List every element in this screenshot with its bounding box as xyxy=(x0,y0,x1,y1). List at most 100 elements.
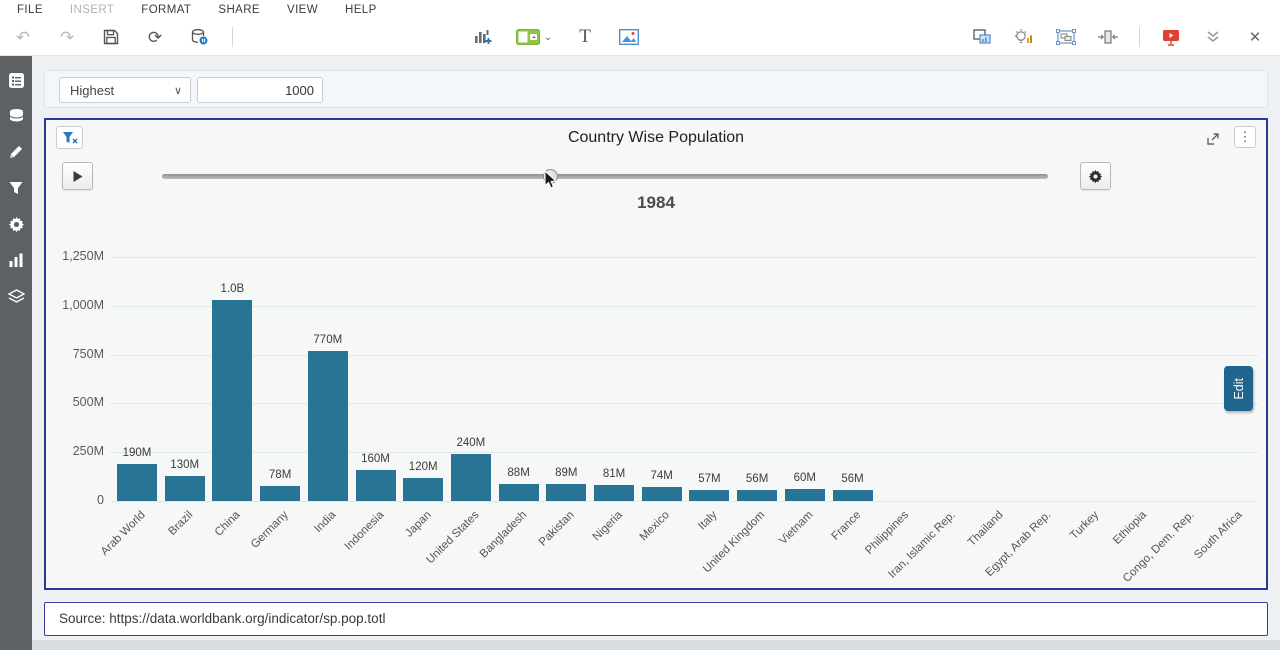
x-category-label: China xyxy=(213,509,243,539)
y-tick-label: 1,250M xyxy=(62,249,104,263)
x-category-label: Mexico xyxy=(637,509,673,544)
undo-icon: ↶ xyxy=(15,27,31,47)
sidebar-edit-pencil-icon[interactable] xyxy=(0,134,32,170)
bar[interactable] xyxy=(260,485,301,501)
y-tick-label: 1,000M xyxy=(62,297,104,312)
sidebar-filter-funnel-icon[interactable] xyxy=(0,170,32,206)
save-icon[interactable] xyxy=(96,23,126,51)
bar[interactable] xyxy=(784,489,825,501)
x-category-label: Italy xyxy=(696,509,720,533)
toolbar-separator xyxy=(1139,27,1140,47)
bar-value-label: 88M xyxy=(507,466,530,479)
menu-format[interactable]: FORMAT xyxy=(141,3,192,16)
bar-value-label: 240M xyxy=(456,437,486,450)
x-category-label: Arab World xyxy=(98,509,148,559)
source-text: Source: https://data.worldbank.org/indic… xyxy=(59,611,386,626)
close-icon[interactable]: ✕ xyxy=(1248,28,1262,46)
x-category-label: Philippines xyxy=(862,509,911,557)
bar-value-label: 81M xyxy=(602,468,626,481)
chart-panel: Country Wise Population ⋮ 1984 0 250M 500M… xyxy=(44,118,1268,590)
x-category-label: Turkey xyxy=(1068,509,1102,543)
copy-view-icon[interactable] xyxy=(967,23,997,51)
bar-value-label: 60M xyxy=(793,472,816,485)
sidebar-layers-icon[interactable] xyxy=(0,278,32,314)
bar[interactable] xyxy=(594,485,634,501)
y-axis: 0 250M 500M 750M 1,000M 1,250M xyxy=(46,249,104,507)
x-category-label: Japan xyxy=(403,509,434,540)
menu-share[interactable]: SHARE xyxy=(218,3,260,16)
data-sync-icon[interactable] xyxy=(184,23,214,51)
menu-file[interactable]: FILE xyxy=(17,3,43,16)
present-icon[interactable] xyxy=(1156,23,1186,51)
remove-filter-icon[interactable] xyxy=(56,126,83,149)
bar[interactable] xyxy=(212,299,253,501)
sidebar-bar-chart-icon[interactable] xyxy=(0,242,32,278)
add-chart-icon[interactable] xyxy=(468,23,498,51)
bar[interactable] xyxy=(689,489,730,501)
x-category-label: South Africa xyxy=(1192,509,1245,562)
refresh-icon[interactable]: ⟳ xyxy=(147,27,163,47)
chevron-down-icon: ∨ xyxy=(173,84,182,97)
x-category-label: Thailand xyxy=(966,509,1007,549)
fit-width-icon[interactable] xyxy=(1093,23,1123,51)
filter-bar: Highest ∨ xyxy=(44,70,1268,108)
y-tick-label: 250M xyxy=(72,444,104,459)
gridline xyxy=(110,501,1258,502)
layout-frame-icon[interactable] xyxy=(1051,23,1081,51)
gridline xyxy=(110,354,1258,356)
kebab-menu-icon[interactable]: ⋮ xyxy=(1234,126,1256,148)
y-tick-label: 0 xyxy=(97,493,104,507)
kpi-widget-icon[interactable]: ⌄ xyxy=(512,23,556,51)
edit-button[interactable]: Edit xyxy=(1224,366,1253,411)
bar[interactable] xyxy=(355,469,396,501)
gridline xyxy=(110,305,1258,307)
x-category-label: France xyxy=(829,509,863,543)
sidebar-report-icon[interactable] xyxy=(0,62,32,98)
bar[interactable] xyxy=(641,486,682,501)
play-button[interactable] xyxy=(62,162,93,190)
widget-dropdown-chevron-icon[interactable]: ⌄ xyxy=(543,31,553,43)
bar[interactable] xyxy=(164,475,205,501)
y-tick-label: 750M xyxy=(72,346,104,361)
x-category-label: Indonesia xyxy=(342,509,386,553)
bar-value-label: 130M xyxy=(170,458,200,471)
bar[interactable] xyxy=(117,463,157,501)
image-tool-icon[interactable] xyxy=(614,23,644,51)
x-category-label: Pakistan xyxy=(537,509,577,549)
slider-track[interactable] xyxy=(162,174,1048,179)
bar[interactable] xyxy=(546,483,587,501)
bar[interactable] xyxy=(307,350,348,501)
menu-view[interactable]: VIEW xyxy=(287,3,318,16)
x-category-label: India xyxy=(312,509,339,536)
x-category-label: Ethiopia xyxy=(1111,509,1150,547)
collapse-chevrons-icon[interactable] xyxy=(1198,23,1228,51)
menu-insert: INSERT xyxy=(69,3,115,16)
bar[interactable] xyxy=(403,477,444,501)
sidebar-database-icon[interactable] xyxy=(0,98,32,134)
insights-bulb-icon[interactable] xyxy=(1009,23,1039,51)
bar[interactable] xyxy=(498,483,539,501)
slider-settings-button[interactable] xyxy=(1080,162,1111,190)
text-tool-icon[interactable]: T xyxy=(579,26,591,47)
limit-input[interactable] xyxy=(197,77,323,103)
expand-icon[interactable] xyxy=(1202,128,1224,150)
bar[interactable] xyxy=(450,454,491,501)
window-bottom-edge xyxy=(0,640,1280,650)
operator-select[interactable]: Highest ∨ xyxy=(59,77,191,103)
bar-value-label: 1.0B xyxy=(220,282,245,295)
menu-help[interactable]: HELP xyxy=(345,3,377,16)
year-label: 1984 xyxy=(637,193,675,212)
x-category-label: Vietnam xyxy=(777,509,816,548)
bar-value-label: 74M xyxy=(650,469,673,482)
bar-value-label: 57M xyxy=(698,472,721,485)
chart-title: Country Wise Population xyxy=(567,129,745,146)
year-slider[interactable] xyxy=(162,169,1048,184)
bar[interactable] xyxy=(832,490,873,501)
sidebar-settings-gear-icon[interactable] xyxy=(0,206,32,242)
bar-value-label: 78M xyxy=(268,468,292,481)
bar[interactable] xyxy=(737,490,778,501)
redo-icon: ↷ xyxy=(59,27,75,47)
bar-value-label: 770M xyxy=(313,333,343,346)
edit-button-label: Edit xyxy=(1231,377,1246,400)
x-category-label: Brazil xyxy=(166,509,196,538)
